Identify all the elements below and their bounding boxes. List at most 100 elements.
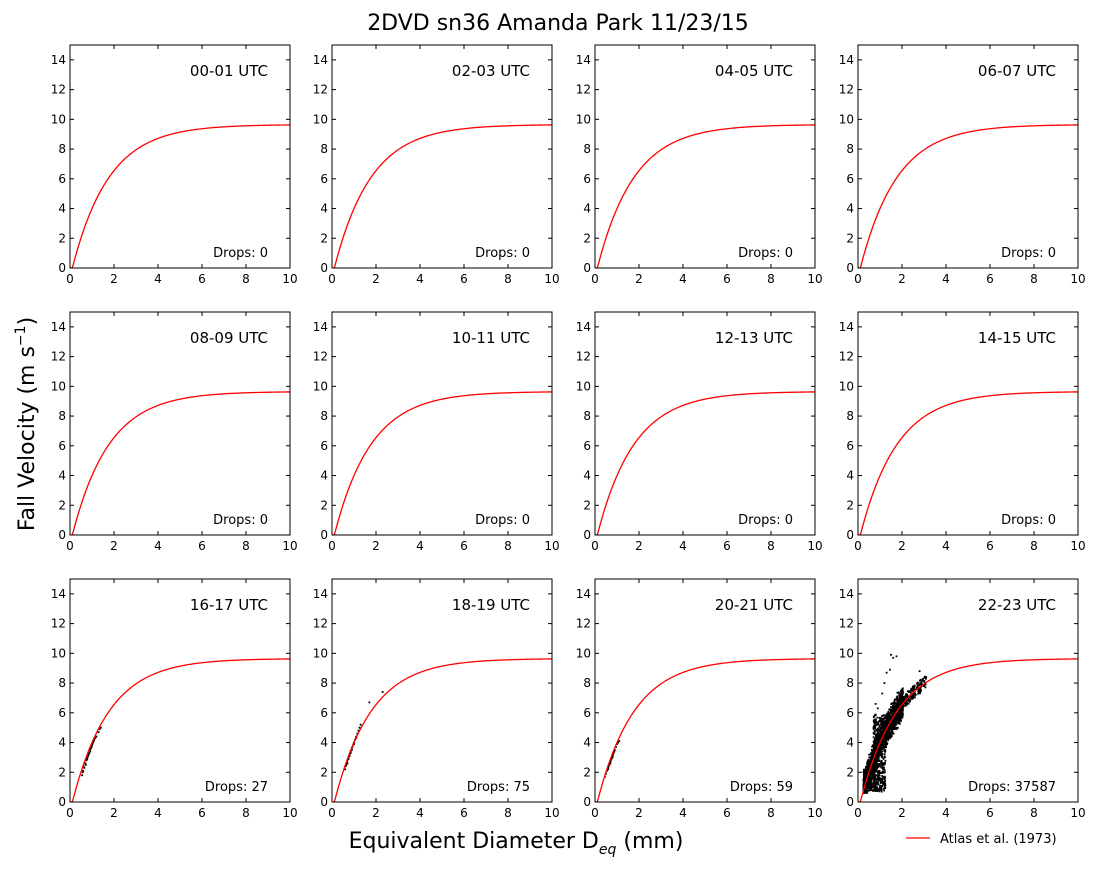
data-point [887,713,890,716]
data-point [912,688,915,691]
data-point [895,702,898,704]
data-point [870,769,873,772]
data-point [873,772,875,775]
y-tick-label: 14 [51,587,66,601]
data-point [883,753,886,755]
data-point [892,714,894,717]
data-point [863,775,865,777]
y-tick-label: 4 [583,736,591,750]
data-point [865,771,867,774]
data-point [894,721,896,724]
data-point [887,719,890,722]
data-point [875,782,878,785]
data-point [866,785,869,788]
data-point [893,722,895,725]
data-point [872,751,875,754]
data-point [874,713,877,716]
data-point [867,764,870,767]
data-point [875,729,878,732]
data-point [877,788,879,790]
x-tick-label: 8 [504,272,512,286]
data-point [882,762,885,765]
drops-count: Drops: 0 [475,513,530,528]
data-point [879,765,881,767]
data-point [871,759,873,762]
x-tick-label: 6 [986,806,994,820]
data-point [900,699,903,702]
y-tick-label: 8 [320,676,328,690]
data-point [871,745,873,748]
panel-title: 20-21 UTC [715,596,793,614]
y-tick-label: 12 [51,83,66,97]
data-point [902,706,905,708]
data-point [919,690,922,693]
data-point [917,690,920,693]
panel-10: 0 2 4 6 8 10 0 2 4 6 8 10 12 14 18-19 UTC Drops: 75 [313,578,560,820]
data-point [898,696,901,699]
data-point [875,746,877,749]
data-point [911,692,914,695]
y-tick-label: 6 [320,706,328,720]
y-tick-label: 8 [583,676,591,690]
data-point [884,723,886,725]
data-point [906,701,908,704]
data-point [884,742,887,744]
data-point [901,689,904,691]
x-tick-label: 2 [372,539,380,553]
data-point [916,685,919,687]
data-point [612,753,614,756]
data-point [882,724,885,727]
y-tick-label: 12 [313,350,328,364]
data-point [884,739,887,742]
data-point [877,731,879,733]
data-point [874,779,877,782]
y-tick-label: 10 [839,112,854,126]
data-point [882,726,884,729]
data-point [875,757,878,760]
data-point [86,757,89,760]
data-point [886,733,889,736]
data-point [895,709,898,712]
data-point [883,745,886,748]
data-point [894,711,896,713]
data-point [610,757,613,760]
data-point [872,789,875,791]
data-point [881,715,883,718]
data-point [90,747,92,750]
data-point [875,728,878,731]
data-point [878,779,880,782]
data-point [875,734,877,737]
data-point [83,766,86,769]
data-point [358,726,361,729]
data-point [890,706,892,708]
panel-7: 0 2 4 6 8 10 0 2 4 6 8 10 12 14 12-13 UTC Drops: 0 [576,311,823,553]
y-tick-label: 10 [839,379,854,393]
data-point [913,684,916,687]
data-point [912,689,914,692]
data-point [883,721,886,723]
y-tick-label: 4 [846,736,854,750]
data-point [875,745,878,747]
data-point [868,756,871,759]
x-tick-label: 0 [328,806,336,820]
data-point [923,680,926,682]
data-point [872,715,875,718]
data-point [875,739,878,742]
drops-count: Drops: 75 [467,780,530,795]
data-point [88,749,91,751]
data-point [886,742,889,745]
data-point [866,784,869,786]
panel-title: 10-11 UTC [452,329,530,347]
data-point [882,758,885,760]
y-tick-label: 10 [839,646,854,660]
y-tick-label: 10 [313,379,328,393]
y-tick-label: 0 [583,795,591,809]
data-point [892,656,895,659]
x-tick-label: 6 [723,539,731,553]
data-point [887,720,890,723]
y-tick-label: 0 [583,261,591,275]
data-point [882,780,885,783]
data-point [868,761,871,764]
panel-grid: 0 2 4 6 8 10 0 2 4 6 8 10 12 14 00-01 UTC Drops: 0 0 2 4 6 8… [51,44,1086,820]
